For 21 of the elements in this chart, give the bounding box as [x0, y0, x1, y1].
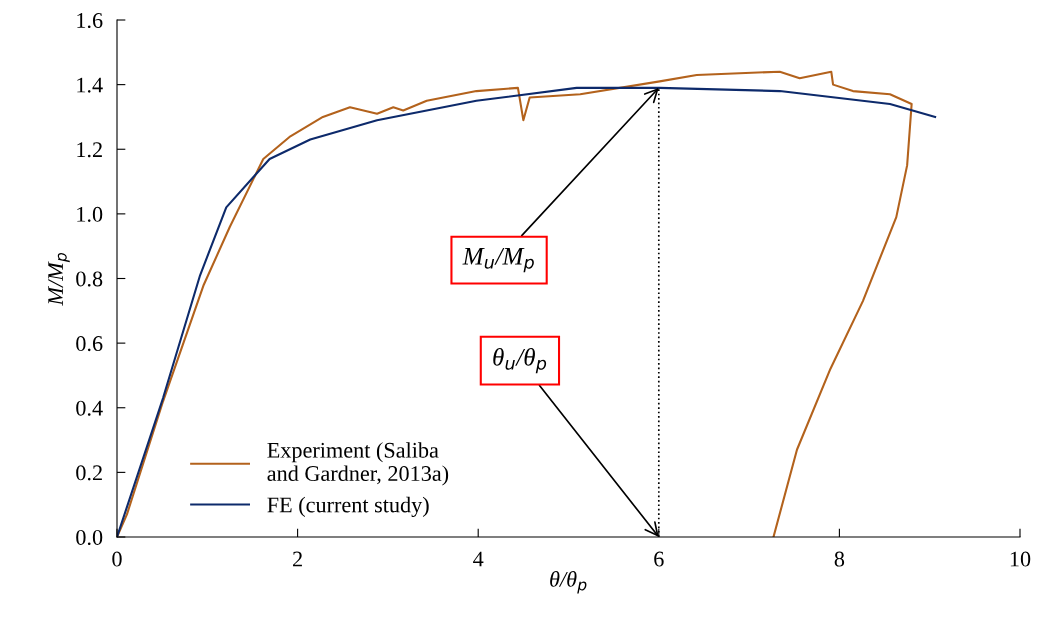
x-tick-label: 0	[112, 551, 122, 567]
legend-label: Experiment (Saliba and Gardner, 2013a)	[267, 442, 449, 486]
y-tick-label: 1.0	[77, 206, 103, 222]
x-tick-label: 8	[834, 551, 845, 567]
y-tick-label: 0.6	[76, 336, 103, 352]
annotation: θ$_{u}$/θ$_{p}$	[493, 347, 547, 374]
x-tick-label: 10	[1010, 551, 1031, 567]
legend-label: FE (current study)	[267, 496, 429, 517]
x-tick-label: 6	[654, 551, 664, 567]
y-axis-title: M/M$_{p}$	[48, 252, 70, 306]
y-tick-label: 1.2	[77, 142, 102, 158]
y-tick-label: 1.4	[77, 77, 103, 93]
x-tick-label: 2	[293, 551, 302, 567]
y-tick-label: 0.0	[76, 529, 103, 546]
y-tick-label: 0.4	[76, 400, 103, 416]
x-axis-title: θ/θ$_{p}$	[550, 571, 587, 594]
y-tick-label: 1.6	[77, 12, 103, 29]
x-tick-label: 4	[473, 551, 484, 567]
y-tick-label: 0.8	[76, 271, 103, 287]
y-tick-label: 0.2	[76, 465, 102, 481]
annotation: M$_{u}$/M$_{p}$	[462, 247, 534, 273]
